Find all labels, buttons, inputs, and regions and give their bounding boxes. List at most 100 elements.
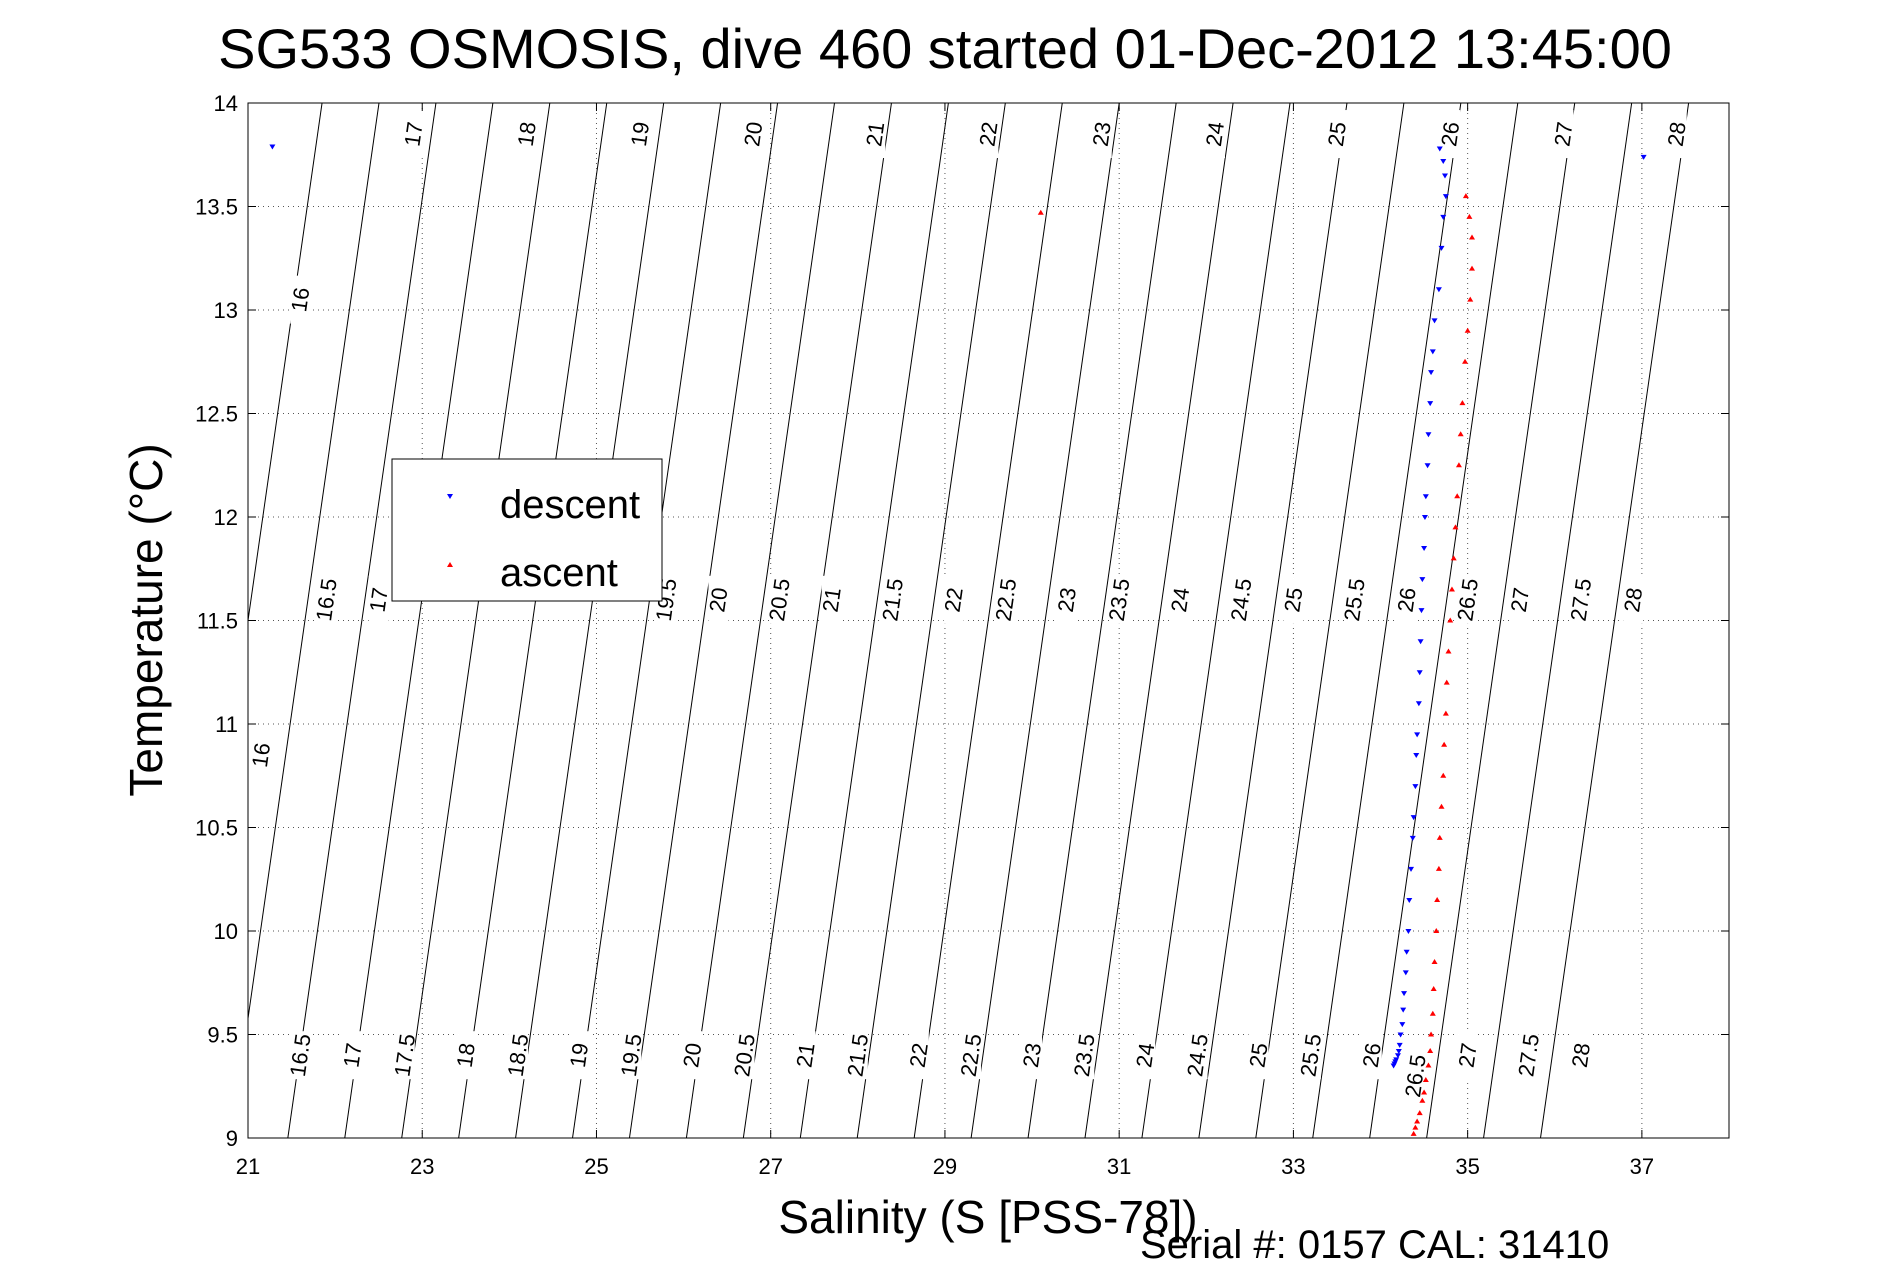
isopycnal-label-bg: [342, 1031, 363, 1080]
data-point-descent: [1425, 432, 1432, 438]
isopycnal-label: 17.5: [389, 1032, 420, 1078]
isopycnal-label-bg: [743, 110, 764, 159]
data-point-descent: [1435, 287, 1442, 293]
data-point-ascent: [1447, 617, 1454, 623]
data-point-descent: [1417, 639, 1424, 645]
isopycnal-label: 24: [1131, 1041, 1159, 1069]
isopycnal-label-bg: [943, 575, 964, 624]
data-point-ascent: [1430, 985, 1437, 991]
isopycnal-label-bg: [1283, 575, 1304, 624]
data-point-descent: [1412, 784, 1419, 790]
isopycnal-label: 18: [513, 120, 541, 148]
isopycnal-label: 22: [940, 586, 968, 614]
data-point-ascent: [1450, 555, 1457, 561]
x-axis-ticks: 21 23 25 27 29 31 33 35 37: [236, 103, 1654, 1179]
data-point-descent: [1395, 1049, 1402, 1055]
y-tick-label: 14: [214, 91, 238, 116]
data-point-descent: [1428, 370, 1435, 376]
isopycnal-label: 27: [1454, 1041, 1482, 1069]
isopycnal-label-bg: [865, 110, 886, 159]
isopycnal-line: [572, 103, 722, 1138]
isopycnal-label-bg: [1509, 575, 1530, 624]
x-tick-label: 31: [1107, 1154, 1131, 1179]
data-point-ascent: [1466, 213, 1473, 219]
data-point-ascent: [1467, 296, 1474, 302]
isopycnal-label-bg: [795, 1031, 816, 1080]
data-point-descent: [1414, 732, 1421, 738]
isopycnal-label-bg: [1623, 575, 1644, 624]
isopycnal-label: 27.5: [1513, 1032, 1544, 1078]
data-series: [269, 144, 1647, 1136]
x-tick-label: 37: [1630, 1154, 1654, 1179]
data-point-ascent: [1462, 193, 1469, 199]
x-tick-label: 25: [584, 1154, 608, 1179]
data-point-ascent: [1414, 1118, 1421, 1124]
y-tick-label: 10: [214, 919, 238, 944]
isopycnal-line: [685, 103, 836, 1138]
isopycnal-line: [628, 103, 779, 1138]
isopycnal-label: 25: [1244, 1041, 1272, 1069]
data-point-ascent: [1441, 741, 1448, 747]
isopycnal-label: 26.5: [1452, 577, 1483, 623]
isopycnal-label: 19.5: [616, 1032, 647, 1078]
data-point-ascent: [1433, 928, 1440, 933]
data-point-descent: [269, 144, 276, 150]
data-point-descent: [1418, 608, 1425, 614]
isopycnal-label-bg: [1405, 1051, 1426, 1100]
x-tick-label: 23: [410, 1154, 434, 1179]
isopycnal-label-bg: [961, 1031, 982, 1080]
isopycnal-label: 26.5: [1400, 1053, 1431, 1099]
isopycnal-label: 25: [1279, 586, 1307, 614]
isopycnal-label-bg: [368, 575, 389, 624]
isopycnal-label: 23.5: [1069, 1032, 1100, 1078]
data-point-ascent: [1448, 586, 1455, 592]
data-point-ascent: [1469, 234, 1476, 240]
data-point-ascent: [1419, 1097, 1426, 1103]
x-tick-label: 21: [236, 1154, 260, 1179]
isopycnal-line: [1312, 103, 1462, 1138]
isopycnal-label-bg: [1553, 110, 1574, 159]
data-point-ascent: [1459, 400, 1466, 406]
data-point-descent: [1441, 173, 1448, 179]
isopycnal-label-bg: [1361, 1031, 1382, 1080]
isopycnal-label: 23.5: [1104, 577, 1135, 623]
y-tick-label: 12.5: [195, 402, 238, 427]
x-tick-label: 35: [1455, 1154, 1479, 1179]
isopycnal-label: 20: [704, 586, 732, 614]
isopycnal-line: [248, 103, 380, 1022]
isopycnal-label: 26: [1393, 586, 1421, 614]
isopycnal-label-bg: [621, 1031, 642, 1080]
isopycnal-label-bg: [630, 110, 651, 159]
isopycnal-label: 23: [1018, 1041, 1046, 1069]
isopycnal-label: 25.5: [1339, 577, 1370, 623]
isopycnal-label-bg: [847, 1031, 868, 1080]
isopycnal-label-bg: [1205, 110, 1226, 159]
data-point-ascent: [1434, 896, 1441, 902]
isopycnal-label-bg: [1091, 110, 1112, 159]
data-point-ascent: [1412, 1124, 1419, 1130]
data-point-ascent: [1431, 959, 1438, 965]
isopycnal-label: 20.5: [764, 577, 795, 623]
isopycnal-line: [1198, 103, 1348, 1138]
isopycnal-label: 22: [905, 1041, 933, 1069]
isopycnal-label-bg: [1666, 110, 1687, 159]
isopycnal-label-bg: [316, 575, 337, 624]
data-point-ascent: [1410, 1130, 1417, 1136]
data-point-ascent: [1457, 431, 1464, 437]
data-point-ascent: [1454, 493, 1461, 499]
isopycnal-label-bg: [708, 575, 729, 624]
legend-label-descent: descent: [500, 483, 640, 527]
x-tick-label: 27: [758, 1154, 782, 1179]
isopycnal-label-bg: [394, 1031, 415, 1080]
legend-marker-descent: [447, 494, 453, 499]
isopycnal-label-bg: [1440, 110, 1461, 159]
isopycnal-label-bg: [1344, 575, 1365, 624]
isopycnal-label-bg: [908, 1031, 929, 1080]
isopycnal-label: 20: [678, 1041, 706, 1069]
isopycnal-line: [458, 103, 608, 1138]
isopycnal-label: 19: [626, 120, 654, 148]
isopycnal-label-bg: [1170, 575, 1191, 624]
serial-cal-note: Serial #: 0157 CAL: 31410: [1140, 1223, 1609, 1262]
isopycnal-label-bg: [1056, 575, 1077, 624]
isopycnal-line: [248, 103, 323, 625]
